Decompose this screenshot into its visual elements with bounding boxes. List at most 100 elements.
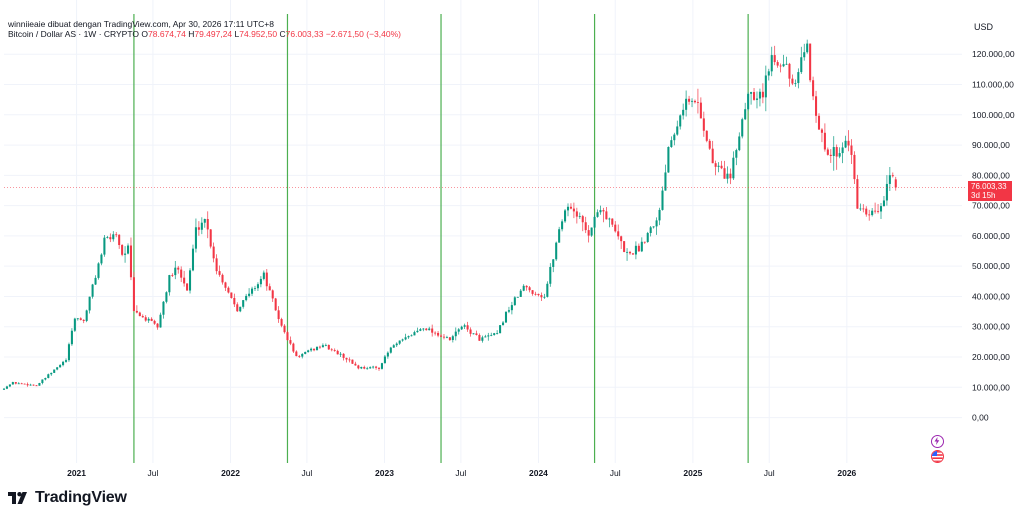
- candle-body[interactable]: [785, 63, 788, 65]
- candle-body[interactable]: [5, 386, 8, 389]
- candle-body[interactable]: [280, 319, 283, 326]
- candle-body[interactable]: [744, 109, 747, 120]
- candle-body[interactable]: [138, 312, 141, 317]
- candle-body[interactable]: [862, 208, 865, 210]
- candle-body[interactable]: [463, 325, 466, 327]
- candle-body[interactable]: [623, 241, 626, 252]
- candles[interactable]: [2, 39, 897, 390]
- candle-body[interactable]: [516, 296, 519, 298]
- candle-body[interactable]: [437, 332, 440, 336]
- candle-body[interactable]: [885, 183, 888, 201]
- candle-body[interactable]: [301, 353, 304, 357]
- candle-body[interactable]: [375, 366, 378, 368]
- candle-body[interactable]: [94, 277, 97, 285]
- candle-body[interactable]: [206, 218, 209, 230]
- candle-body[interactable]: [688, 98, 691, 102]
- candle-body[interactable]: [469, 329, 472, 334]
- candle-body[interactable]: [853, 154, 856, 180]
- candle-body[interactable]: [215, 258, 218, 272]
- candle-body[interactable]: [767, 71, 770, 76]
- candle-body[interactable]: [546, 283, 549, 297]
- candle-body[interactable]: [558, 229, 561, 243]
- candle-body[interactable]: [428, 328, 431, 331]
- candle-body[interactable]: [41, 379, 44, 384]
- candle-body[interactable]: [646, 233, 649, 243]
- candle-body[interactable]: [85, 310, 88, 321]
- candle-body[interactable]: [221, 274, 224, 283]
- candle-body[interactable]: [729, 173, 732, 179]
- candle-body[interactable]: [165, 292, 168, 302]
- candle-body[interactable]: [667, 146, 670, 173]
- candle-body[interactable]: [156, 323, 159, 328]
- candle-body[interactable]: [705, 130, 708, 141]
- candle-body[interactable]: [271, 290, 274, 299]
- candle-body[interactable]: [602, 210, 605, 212]
- candle-body[interactable]: [614, 224, 617, 232]
- candle-body[interactable]: [434, 332, 437, 334]
- candle-body[interactable]: [324, 344, 327, 346]
- candle-body[interactable]: [829, 154, 832, 156]
- candle-body[interactable]: [431, 328, 434, 333]
- candle-body[interactable]: [380, 363, 384, 369]
- candle-body[interactable]: [304, 351, 307, 354]
- candle-body[interactable]: [14, 382, 17, 384]
- candle-body[interactable]: [313, 348, 316, 351]
- candle-body[interactable]: [779, 65, 782, 67]
- candle-body[interactable]: [717, 165, 720, 167]
- candle-body[interactable]: [561, 221, 564, 230]
- candle-body[interactable]: [631, 253, 634, 255]
- candle-body[interactable]: [188, 270, 192, 291]
- candle-body[interactable]: [472, 333, 475, 335]
- candle-body[interactable]: [735, 150, 738, 158]
- candle-body[interactable]: [617, 231, 620, 237]
- candle-body[interactable]: [8, 384, 11, 387]
- candle-body[interactable]: [124, 253, 127, 255]
- candle-body[interactable]: [812, 80, 815, 97]
- candle-body[interactable]: [425, 328, 428, 331]
- candle-body[interactable]: [389, 347, 392, 353]
- candle-body[interactable]: [620, 236, 623, 242]
- candle-body[interactable]: [534, 293, 537, 295]
- candle-body[interactable]: [815, 96, 818, 116]
- candle-body[interactable]: [286, 332, 289, 341]
- candle-body[interactable]: [177, 267, 180, 270]
- candle-body[interactable]: [318, 346, 321, 348]
- candle-body[interactable]: [212, 246, 215, 259]
- candle-body[interactable]: [109, 237, 112, 240]
- candle-body[interactable]: [513, 297, 516, 306]
- candle-body[interactable]: [540, 295, 543, 298]
- candle-body[interactable]: [321, 345, 324, 348]
- candle-body[interactable]: [372, 366, 375, 368]
- candle-body[interactable]: [800, 57, 803, 73]
- candle-body[interactable]: [661, 190, 664, 210]
- candle-body[interactable]: [82, 319, 85, 321]
- candle-body[interactable]: [445, 337, 448, 339]
- candle-body[interactable]: [832, 147, 835, 156]
- candle-body[interactable]: [233, 297, 236, 305]
- candle-body[interactable]: [758, 91, 761, 99]
- candle-body[interactable]: [327, 344, 330, 350]
- candle-body[interactable]: [253, 288, 257, 290]
- candle-body[interactable]: [643, 241, 646, 243]
- candle-body[interactable]: [274, 298, 277, 311]
- candle-body[interactable]: [439, 335, 443, 337]
- candle-body[interactable]: [2, 388, 6, 390]
- candle-body[interactable]: [295, 351, 298, 357]
- candle-body[interactable]: [186, 283, 189, 291]
- candle-body[interactable]: [118, 234, 121, 246]
- candle-body[interactable]: [788, 63, 791, 79]
- candle-body[interactable]: [168, 275, 171, 293]
- candle-body[interactable]: [685, 98, 688, 110]
- candle-body[interactable]: [738, 136, 741, 151]
- candle-body[interactable]: [664, 172, 667, 191]
- candle-body[interactable]: [150, 318, 153, 321]
- candle-body[interactable]: [493, 333, 496, 335]
- candle-body[interactable]: [17, 383, 20, 385]
- candle-body[interactable]: [726, 173, 729, 179]
- candle-body[interactable]: [670, 140, 673, 147]
- candle-body[interactable]: [699, 102, 702, 119]
- candle-body[interactable]: [392, 345, 395, 348]
- candle-body[interactable]: [218, 271, 221, 275]
- candle-body[interactable]: [502, 322, 505, 326]
- candle-body[interactable]: [457, 329, 460, 332]
